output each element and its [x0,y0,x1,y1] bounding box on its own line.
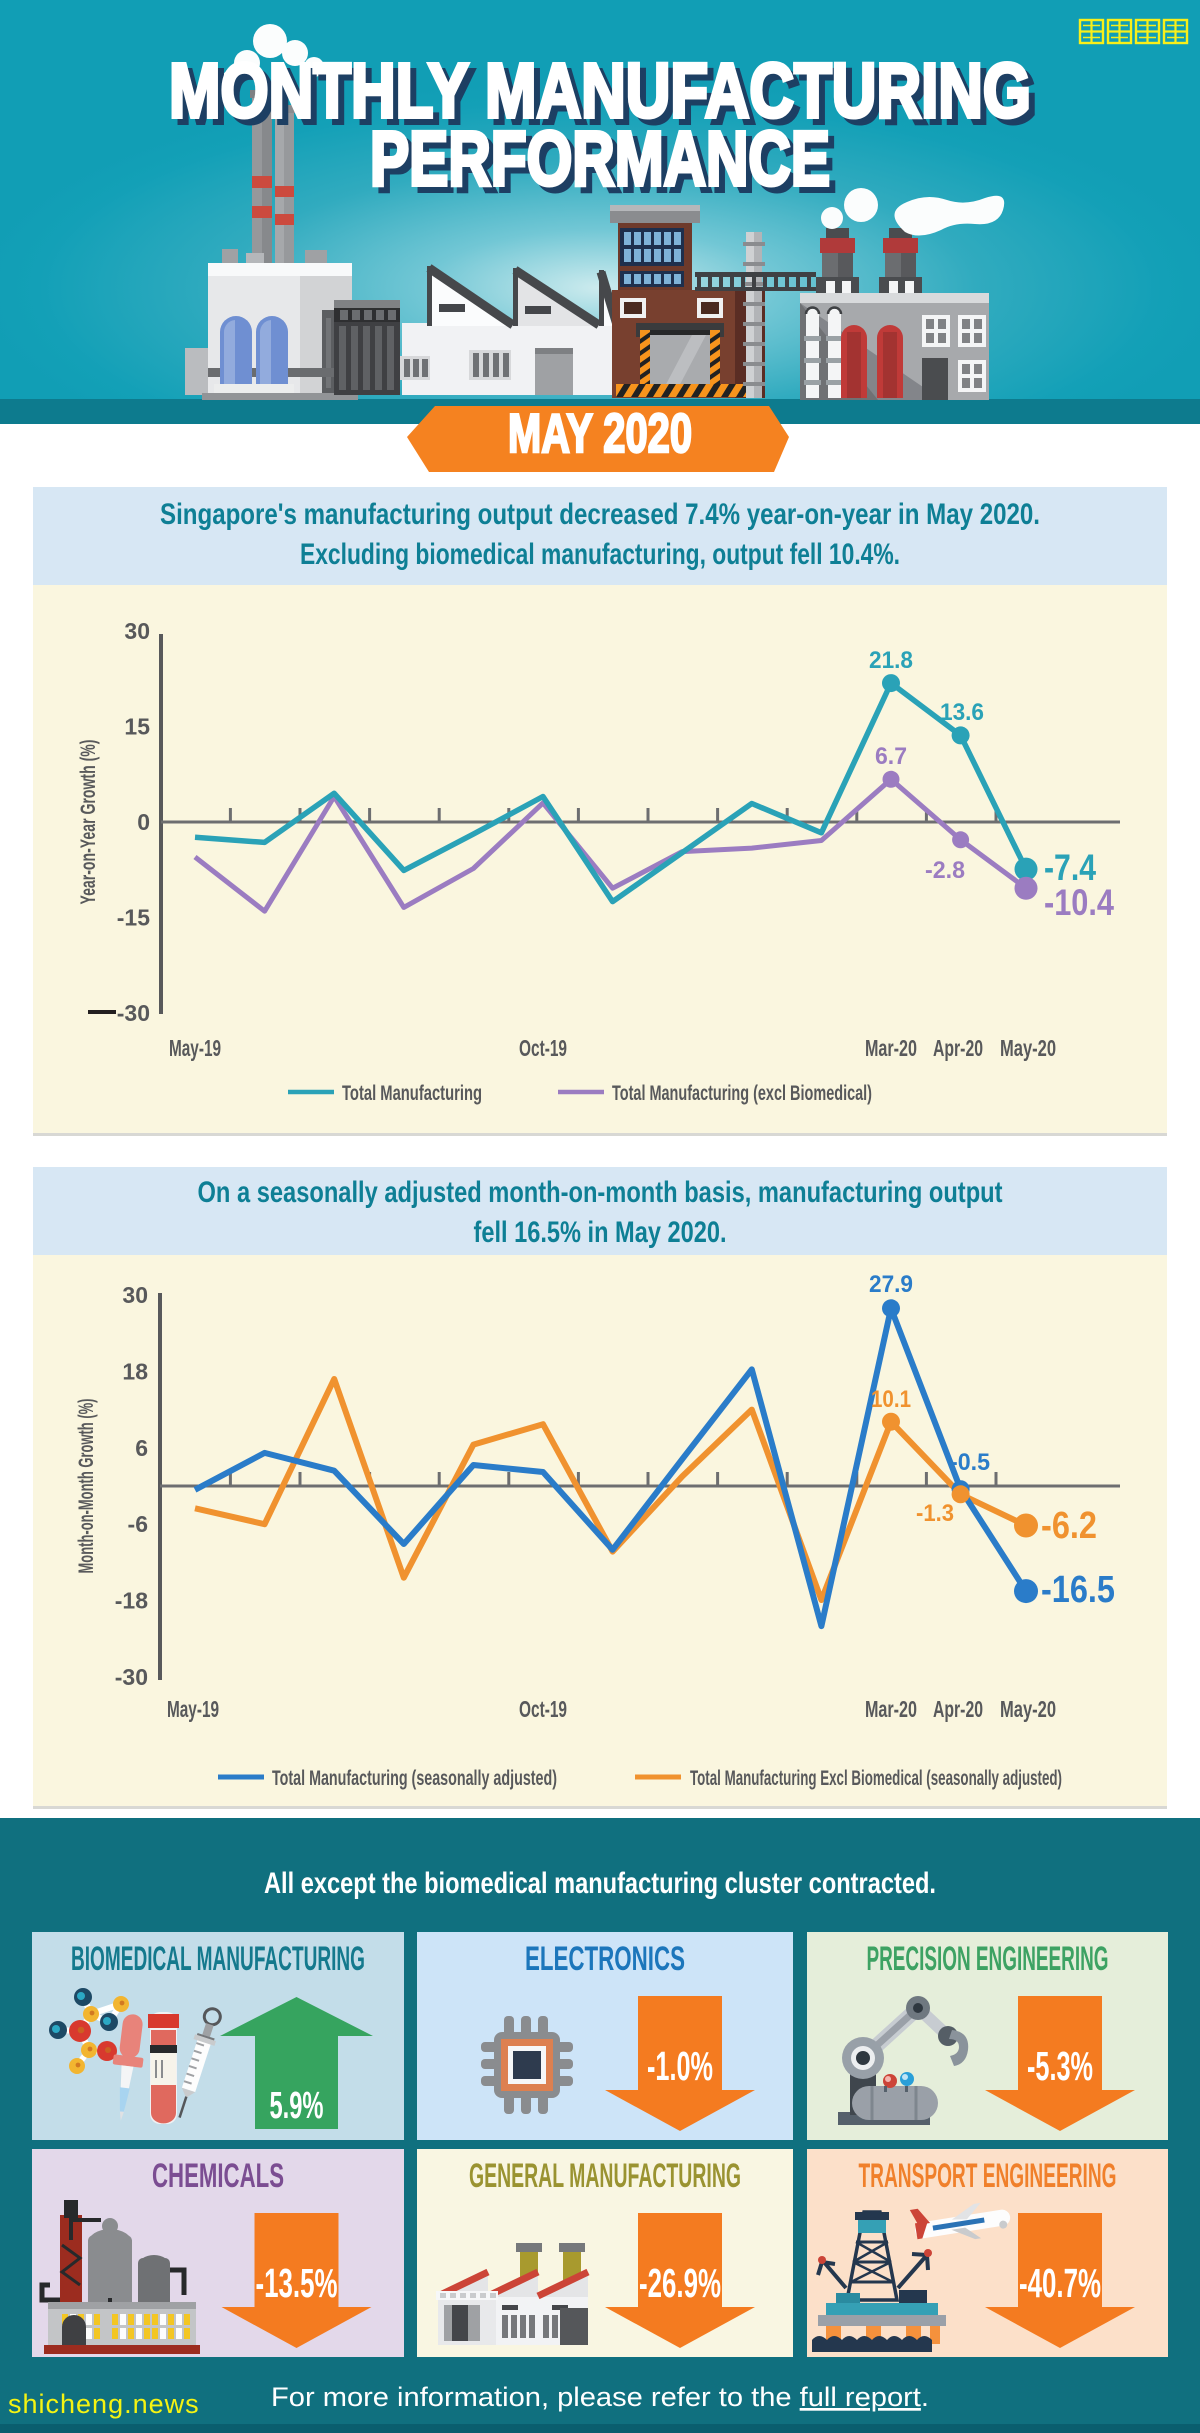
svg-text:TRANSPORT ENGINEERING: TRANSPORT ENGINEERING [859,2157,1117,2195]
svg-text:May-19: May-19 [169,1035,221,1061]
svg-text:MAY 2020: MAY 2020 [508,402,692,464]
svg-text:Oct-19: Oct-19 [519,1035,567,1061]
svg-text:Mar-20: Mar-20 [865,1035,917,1061]
svg-text:-18: -18 [115,1588,148,1614]
svg-text:Mar-20: Mar-20 [865,1696,917,1722]
svg-text:-6.2: -6.2 [1041,1505,1097,1547]
svg-text:May-19: May-19 [167,1696,219,1722]
svg-text:-26.9%: -26.9% [639,2260,721,2306]
svg-text:PERFORMANCE: PERFORMANCE [376,122,836,208]
svg-text:May-20: May-20 [1000,1035,1056,1061]
svg-text:Singapore's manufacturing outp: Singapore's manufacturing output decreas… [160,498,1040,531]
svg-text:Apr-20: Apr-20 [933,1035,983,1061]
svg-text:6: 6 [135,1435,148,1461]
svg-text:Month-on-Month Growth (%): Month-on-Month Growth (%) [75,1399,98,1574]
svg-text:All except the biomedical manu: All except the biomedical manufacturing … [264,1867,936,1900]
svg-text:-30: -30 [115,1664,148,1690]
svg-text:21.8: 21.8 [869,647,913,674]
svg-text:-15: -15 [117,905,150,931]
svg-text:13.6: 13.6 [940,699,984,726]
svg-text:On a seasonally adjusted month: On a seasonally adjusted month-on-month … [198,1176,1003,1209]
svg-text:fell 16.5% in May 2020.: fell 16.5% in May 2020. [474,1216,727,1249]
svg-text:6.7: 6.7 [875,743,907,770]
svg-text:18: 18 [122,1358,148,1384]
svg-text:-5.3%: -5.3% [1027,2043,1093,2089]
svg-text:-7.4: -7.4 [1044,847,1096,888]
svg-text:-40.7%: -40.7% [1019,2260,1101,2306]
svg-text:Total Manufacturing (excl Biom: Total Manufacturing (excl Biomedical) [612,1082,872,1105]
svg-text:PRECISION ENGINEERING: PRECISION ENGINEERING [867,1940,1109,1978]
svg-text:5.9%: 5.9% [270,2085,324,2127]
svg-text:15: 15 [124,713,150,739]
svg-text:shicheng.news: shicheng.news [8,2389,200,2419]
svg-text:Total Manufacturing Excl Biome: Total Manufacturing Excl Biomedical (sea… [690,1767,1062,1790]
svg-text:May-20: May-20 [1000,1696,1056,1722]
svg-text:Total Manufacturing: Total Manufacturing [342,1082,482,1105]
svg-text:Total Manufacturing (seasonall: Total Manufacturing (seasonally adjusted… [272,1767,557,1790]
svg-text:For more information, please r: For more information, please refer to th… [271,2382,929,2412]
svg-text:PERFORMANCE: PERFORMANCE [370,116,830,202]
svg-text:30: 30 [124,618,150,644]
svg-text:-0.5: -0.5 [950,1449,990,1476]
svg-text:CHEMICALS: CHEMICALS [152,2157,284,2195]
svg-text:Oct-19: Oct-19 [519,1696,567,1722]
svg-text:-30: -30 [117,1000,150,1026]
svg-text:-1.3: -1.3 [916,1500,954,1527]
svg-text:-1.0%: -1.0% [647,2043,713,2089]
svg-text:0: 0 [137,809,150,835]
svg-text:Year-on-Year Growth (%): Year-on-Year Growth (%) [77,740,100,905]
svg-text:-13.5%: -13.5% [256,2260,338,2306]
svg-text:-2.8: -2.8 [925,857,965,884]
svg-text:-16.5: -16.5 [1041,1569,1115,1611]
svg-text:GENERAL MANUFACTURING: GENERAL MANUFACTURING [469,2157,741,2195]
svg-text:30: 30 [122,1282,148,1308]
svg-text:-6: -6 [128,1511,148,1537]
svg-text:MONTHLY MANUFACTURING: MONTHLY MANUFACTURING [175,54,1037,140]
svg-text:BIOMEDICAL MANUFACTURING: BIOMEDICAL MANUFACTURING [71,1940,365,1978]
svg-text:Apr-20: Apr-20 [933,1696,983,1722]
svg-text:MONTHLY MANUFACTURING: MONTHLY MANUFACTURING [169,48,1031,134]
svg-text:ELECTRONICS: ELECTRONICS [525,1940,685,1978]
svg-text:Excluding biomedical manufactu: Excluding biomedical manufacturing, outp… [300,538,900,571]
svg-text:10.1: 10.1 [871,1386,911,1413]
svg-text:27.9: 27.9 [869,1271,913,1298]
svg-text:-10.4: -10.4 [1044,882,1114,923]
